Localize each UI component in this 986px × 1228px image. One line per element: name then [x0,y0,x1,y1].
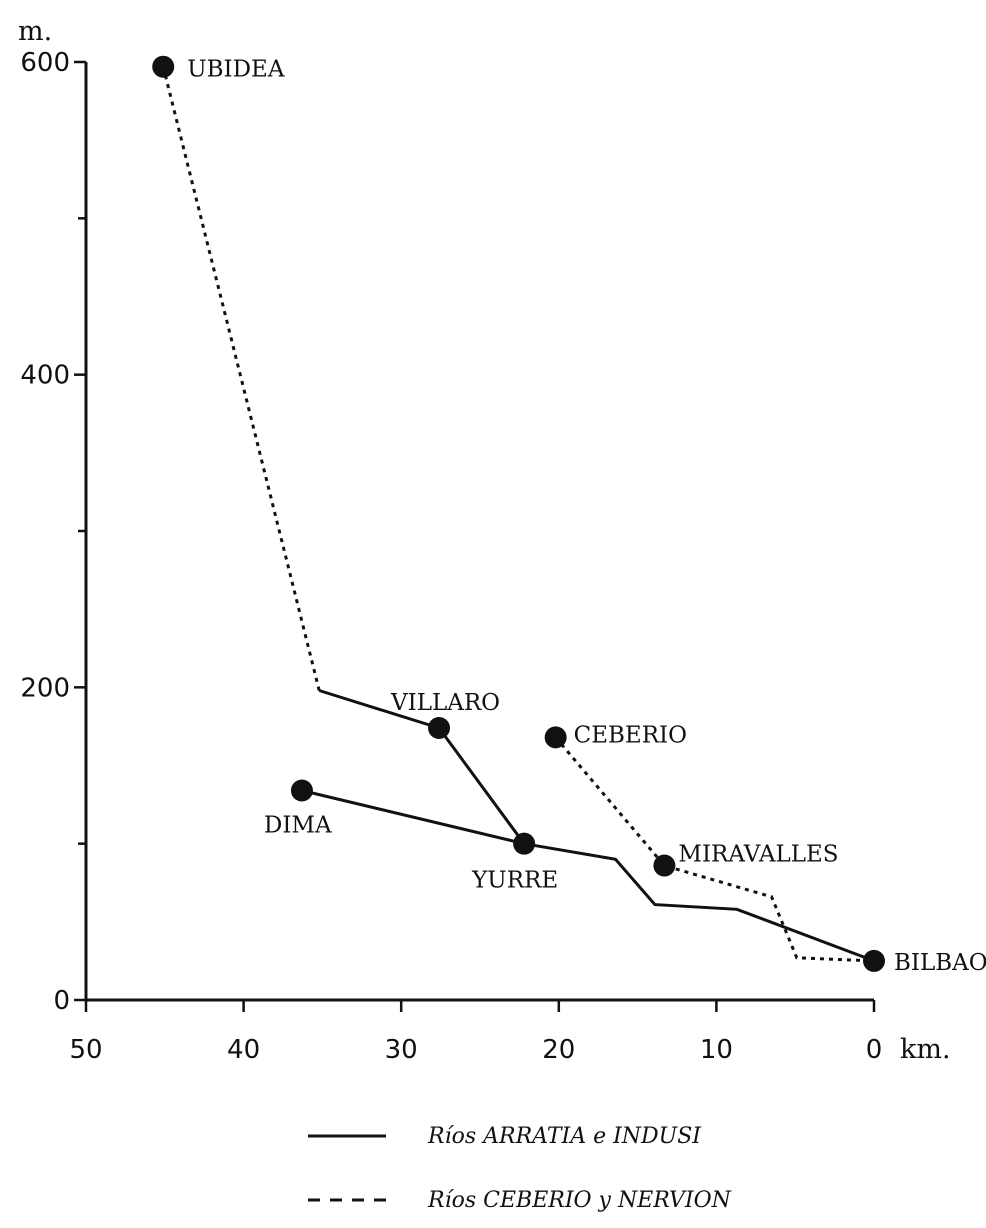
place-marker [653,854,676,877]
legend-entry-label: Ríos CEBERIO y NERVION [427,1188,732,1213]
x-tick-label: 50 [69,1035,102,1065]
place-label: VILLARO [390,690,500,716]
place-marker [152,55,175,78]
x-tick-label: 0 [866,1035,883,1065]
y-tick-label: 600 [20,48,70,78]
y-tick-label: 200 [20,673,70,703]
place-marker [428,716,451,739]
place-label: UBIDEA [187,57,285,83]
place-label: DIMA [264,813,332,839]
place-marker [863,949,885,972]
place-label: BILBAO [894,950,986,976]
x-axis-unit: km. [900,1034,951,1065]
x-ticks: 50 40 30 20 10 0 [69,1000,882,1065]
solid-series-line [301,789,875,963]
place-label: YURRE [471,868,558,894]
y-ticks: 0 200 400 600 [20,48,86,1016]
place-marker [290,779,313,802]
place-marker [544,726,567,749]
place-label: MIRAVALLES [678,842,838,868]
y-tick-label: 0 [53,986,70,1016]
place-marker [513,832,536,855]
legend: Ríos ARRATIA e INDUSI Ríos CEBERIO y NERV… [308,1124,732,1213]
dotted-series-line [161,66,321,691]
legend-entry-label: Ríos ARRATIA e INDUSI [427,1124,702,1149]
y-tick-label: 400 [20,361,70,391]
dotted-series-line [554,736,875,963]
x-tick-label: 30 [385,1035,418,1065]
place-label: CEBERIO [574,722,687,748]
x-tick-label: 40 [227,1035,260,1065]
x-tick-label: 10 [700,1035,733,1065]
place-markers: UBIDEA VILLARO DIMA YURRE CEBERIO MIRAVALLES B… [152,55,986,976]
y-axis-unit: m. [18,16,52,47]
x-tick-label: 20 [542,1035,575,1065]
